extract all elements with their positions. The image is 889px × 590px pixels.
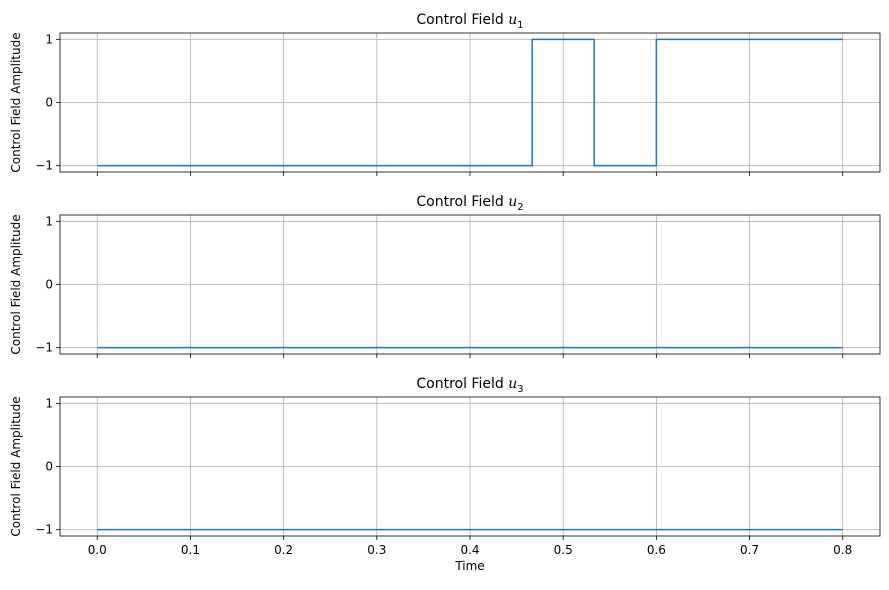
x-tick-label: 0.8 xyxy=(833,543,852,557)
x-tick-label: 0.6 xyxy=(647,543,666,557)
title-text: Control Field xyxy=(416,194,508,210)
y-tick-label: 1 xyxy=(45,32,53,46)
x-tick-label: 0.3 xyxy=(367,543,386,557)
y-tick-label: −1 xyxy=(35,341,53,355)
x-tick-label: 0.7 xyxy=(740,543,759,557)
title-variable: u xyxy=(508,12,517,28)
title-subscript: 2 xyxy=(517,202,523,213)
y-tick-label: −1 xyxy=(35,159,53,173)
x-axis-label: Time xyxy=(454,559,484,573)
title-subscript: 3 xyxy=(517,384,523,395)
y-tick-label: 0 xyxy=(45,96,53,110)
title-text: Control Field xyxy=(416,376,508,392)
y-tick-label: 1 xyxy=(45,396,53,410)
series-line xyxy=(97,38,843,167)
y-tick-label: 0 xyxy=(45,460,53,474)
y-axis-label: Control Field Amplitude xyxy=(9,396,23,536)
x-tick-label: 0.5 xyxy=(554,543,573,557)
title-text: Control Field xyxy=(416,12,508,28)
y-axis-label: Control Field Amplitude xyxy=(9,32,23,172)
y-tick-label: 1 xyxy=(45,214,53,228)
subplot-title: Control Field u1 xyxy=(416,12,523,31)
x-tick-label: 0.1 xyxy=(181,543,200,557)
x-tick-label: 0.0 xyxy=(88,543,107,557)
x-tick-label: 0.2 xyxy=(274,543,293,557)
x-tick-label: 0.4 xyxy=(460,543,479,557)
title-subscript: 1 xyxy=(517,20,523,31)
subplot-title: Control Field u3 xyxy=(416,376,523,395)
title-variable: u xyxy=(508,194,517,210)
subplot-title: Control Field u2 xyxy=(416,194,523,213)
subplot-2: −1 0 1 Control Field u2 Control Field Amplit… xyxy=(9,194,881,358)
y-axis-label: Control Field Amplitude xyxy=(9,214,23,354)
y-tick-label: −1 xyxy=(35,523,53,537)
y-tick-label: 0 xyxy=(45,278,53,292)
subplot-3: 0.0 0.1 0.2 0.3 0.4 0.5 0.6 0.7 0.8 −1 0 1 Control F… xyxy=(9,376,881,573)
title-variable: u xyxy=(508,376,517,392)
